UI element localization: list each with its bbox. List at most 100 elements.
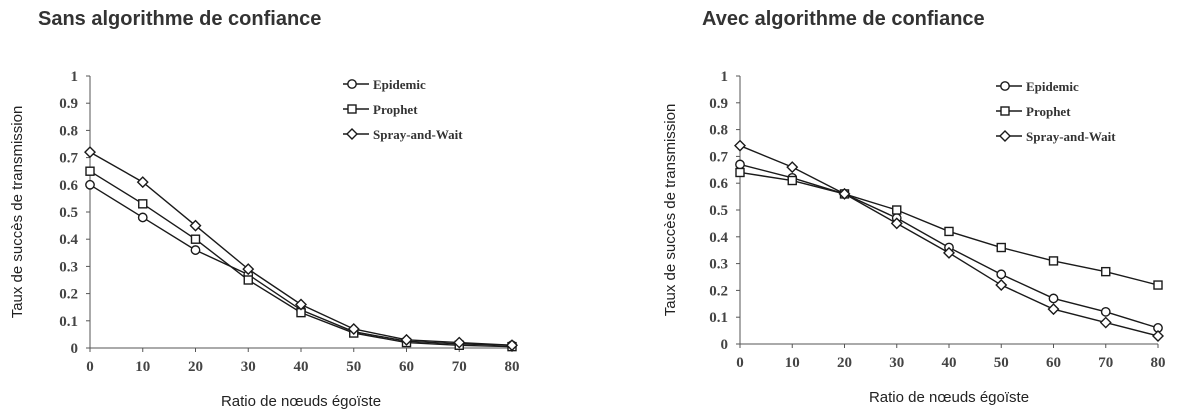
x-tick-label: 0: [736, 355, 744, 371]
data-point: [189, 219, 202, 232]
x-tick-label: 50: [346, 359, 361, 375]
x-tick-label: 20: [837, 355, 852, 371]
legend-label: Prophet: [373, 102, 418, 117]
data-point: [995, 279, 1008, 292]
data-point: [943, 246, 955, 259]
x-axis-label: Ratio de nœuds égoïste: [221, 393, 381, 410]
legend: Epidemic Prophet Spray-and-Wait: [343, 77, 463, 142]
legend-label: Epidemic: [373, 77, 426, 92]
legend-marker: [999, 130, 1011, 142]
legend-marker: [1000, 106, 1010, 116]
data-point: [243, 275, 253, 285]
y-axis-label: Taux de succès de transmission: [662, 104, 679, 317]
y-tick-label: 0.3: [59, 259, 78, 275]
legend-label: Spray-and-Wait: [1026, 129, 1116, 144]
y-tick-label: 0.3: [709, 257, 728, 273]
series-epidemic: [85, 179, 517, 351]
data-point: [1048, 293, 1059, 304]
data-point: [1099, 316, 1112, 329]
x-tick-label: 30: [889, 355, 904, 371]
y-tick-label: 0.7: [59, 151, 78, 167]
data-point: [85, 179, 95, 190]
data-point: [892, 205, 902, 215]
line-chart-without-trust: 00.10.20.30.40.50.60.70.80.910 10 20 30 40 50…: [9, 69, 520, 410]
series-epidemic: [735, 159, 1163, 333]
x-tick-label: 60: [1046, 355, 1061, 371]
data-point: [890, 217, 903, 230]
y-tick-label: 0.1: [59, 314, 78, 330]
data-point: [136, 176, 149, 189]
y-axis-label: Taux de succès de transmission: [9, 106, 26, 319]
data-point: [838, 187, 851, 200]
y-tick-label: 0.1: [709, 310, 728, 326]
legend-label: Prophet: [1026, 104, 1071, 119]
data-point: [347, 322, 360, 335]
data-point: [190, 245, 201, 255]
data-point: [506, 339, 518, 352]
series-spray-and-wait: [734, 139, 1164, 342]
y-tick-label: 0.5: [709, 203, 728, 219]
y-tick-label: 0.9: [59, 96, 78, 112]
data-point: [1100, 306, 1111, 317]
legend-label: Epidemic: [1026, 79, 1079, 94]
x-tick-label: 80: [1151, 355, 1166, 371]
legend-item-spray-and-wait: Spray-and-Wait: [996, 129, 1116, 144]
x-tick-label: 10: [135, 359, 150, 375]
x-tick-label: 0: [86, 359, 94, 375]
y-tick-label: 0.6: [709, 176, 728, 192]
legend-marker: [346, 128, 358, 140]
series-line: [89, 184, 513, 346]
legend-item-spray-and-wait: Spray-and-Wait: [343, 127, 463, 142]
line-chart-with-trust: 00.10.20.30.40.50.60.70.80.910 10 20 30 40 50…: [662, 69, 1166, 406]
legend-label: Spray-and-Wait: [373, 127, 463, 142]
x-tick-label: 50: [994, 355, 1009, 371]
series-prophet: [735, 167, 1163, 290]
x-tick-label: 10: [785, 355, 800, 371]
y-tick-label: 0.8: [59, 123, 78, 139]
data-point: [996, 242, 1006, 253]
y-tick-label: 0: [721, 337, 729, 353]
x-tick-label: 40: [942, 355, 957, 371]
series-spray-and-wait: [84, 146, 518, 352]
series-prophet: [85, 166, 517, 352]
data-point: [190, 234, 201, 244]
chart-panel-left: Sans algorithme de confiance 0 0.1 0.2 0.3 0…: [9, 8, 520, 410]
y-tick-label: 0.6: [59, 178, 78, 194]
data-point: [735, 167, 745, 178]
x-tick-label: 40: [294, 359, 309, 375]
data-point: [786, 161, 799, 174]
y-tick-label: 0: [71, 341, 79, 357]
y-tick-label: 0.5: [59, 205, 78, 221]
legend-item-epidemic: Epidemic: [996, 79, 1079, 94]
series-line: [739, 145, 1159, 337]
x-tick-label: 70: [1098, 355, 1113, 371]
legend: Epidemic Prophet Spray-and-Wait: [996, 79, 1116, 144]
data-point: [1153, 280, 1163, 290]
data-point: [295, 298, 307, 311]
legend-marker: [347, 104, 357, 114]
y-tick-label: 0.4: [709, 230, 728, 246]
series-line: [89, 170, 513, 348]
y-tick-label: 0.4: [59, 232, 78, 248]
data-point: [400, 333, 413, 346]
data-point: [1047, 303, 1060, 316]
data-point: [735, 159, 745, 170]
data-point: [453, 336, 466, 349]
data-point: [242, 263, 255, 276]
legend-marker: [1000, 81, 1010, 91]
data-point: [137, 212, 148, 223]
x-tick-label: 60: [399, 359, 414, 375]
chart-panel-right: Avec algorithme de confiance 0 0.1 0.2 0.3 0…: [590, 0, 1177, 417]
x-tick-label: 80: [505, 359, 520, 375]
x-tick-label: 20: [188, 359, 203, 375]
y-tick-label: 0.2: [59, 287, 78, 303]
legend-item-epidemic: Epidemic: [343, 77, 426, 92]
data-point: [1048, 256, 1059, 266]
y-tick-label: 0.7: [709, 149, 728, 165]
y-tick-label: 1: [721, 69, 729, 85]
legend-marker: [347, 79, 357, 89]
data-point: [85, 166, 95, 176]
y-tick-label: 1: [71, 69, 79, 85]
data-point: [996, 269, 1007, 280]
x-tick-label: 70: [452, 359, 467, 375]
